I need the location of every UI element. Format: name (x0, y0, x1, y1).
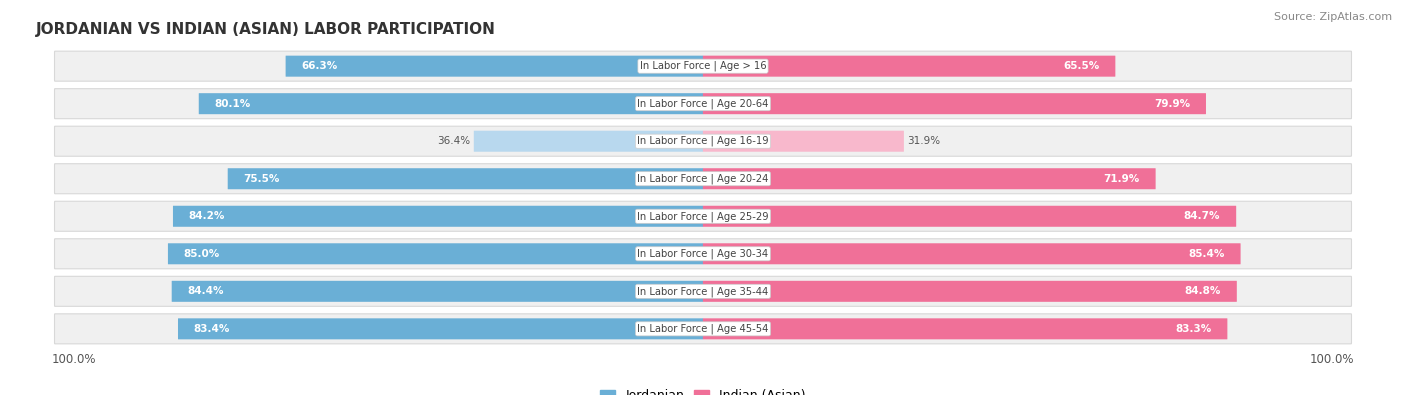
FancyBboxPatch shape (703, 131, 904, 152)
Text: 65.5%: 65.5% (1063, 61, 1099, 71)
Text: 31.9%: 31.9% (907, 136, 941, 146)
Text: In Labor Force | Age 16-19: In Labor Force | Age 16-19 (637, 136, 769, 147)
Text: 83.4%: 83.4% (194, 324, 231, 334)
FancyBboxPatch shape (703, 206, 1236, 227)
FancyBboxPatch shape (167, 243, 703, 264)
Text: 36.4%: 36.4% (437, 136, 471, 146)
Text: JORDANIAN VS INDIAN (ASIAN) LABOR PARTICIPATION: JORDANIAN VS INDIAN (ASIAN) LABOR PARTIC… (35, 21, 495, 36)
FancyBboxPatch shape (173, 206, 703, 227)
Text: 84.7%: 84.7% (1184, 211, 1220, 221)
FancyBboxPatch shape (55, 314, 1351, 344)
Text: 84.2%: 84.2% (188, 211, 225, 221)
FancyBboxPatch shape (703, 281, 1237, 302)
Text: In Labor Force | Age 45-54: In Labor Force | Age 45-54 (637, 324, 769, 334)
Text: 85.0%: 85.0% (184, 249, 219, 259)
FancyBboxPatch shape (55, 201, 1351, 231)
FancyBboxPatch shape (703, 243, 1240, 264)
FancyBboxPatch shape (55, 239, 1351, 269)
Text: In Labor Force | Age 25-29: In Labor Force | Age 25-29 (637, 211, 769, 222)
FancyBboxPatch shape (703, 93, 1206, 114)
Text: In Labor Force | Age 20-64: In Labor Force | Age 20-64 (637, 98, 769, 109)
Text: In Labor Force | Age 35-44: In Labor Force | Age 35-44 (637, 286, 769, 297)
Text: 84.4%: 84.4% (187, 286, 224, 296)
Text: 80.1%: 80.1% (215, 99, 250, 109)
FancyBboxPatch shape (55, 89, 1351, 118)
Text: 75.5%: 75.5% (243, 174, 280, 184)
FancyBboxPatch shape (703, 168, 1156, 189)
FancyBboxPatch shape (474, 131, 703, 152)
Text: 83.3%: 83.3% (1175, 324, 1212, 334)
FancyBboxPatch shape (172, 281, 703, 302)
Text: 84.8%: 84.8% (1185, 286, 1220, 296)
FancyBboxPatch shape (55, 126, 1351, 156)
Legend: Jordanian, Indian (Asian): Jordanian, Indian (Asian) (595, 384, 811, 395)
FancyBboxPatch shape (55, 276, 1351, 307)
Text: 66.3%: 66.3% (301, 61, 337, 71)
FancyBboxPatch shape (55, 51, 1351, 81)
Text: In Labor Force | Age > 16: In Labor Force | Age > 16 (640, 61, 766, 71)
Text: In Labor Force | Age 20-24: In Labor Force | Age 20-24 (637, 173, 769, 184)
Text: Source: ZipAtlas.com: Source: ZipAtlas.com (1274, 12, 1392, 22)
FancyBboxPatch shape (285, 56, 703, 77)
Text: 85.4%: 85.4% (1188, 249, 1225, 259)
FancyBboxPatch shape (703, 56, 1115, 77)
FancyBboxPatch shape (55, 164, 1351, 194)
FancyBboxPatch shape (228, 168, 703, 189)
Text: 71.9%: 71.9% (1104, 174, 1140, 184)
Text: In Labor Force | Age 30-34: In Labor Force | Age 30-34 (637, 248, 769, 259)
Text: 79.9%: 79.9% (1154, 99, 1189, 109)
FancyBboxPatch shape (703, 318, 1227, 339)
FancyBboxPatch shape (198, 93, 703, 114)
FancyBboxPatch shape (179, 318, 703, 339)
